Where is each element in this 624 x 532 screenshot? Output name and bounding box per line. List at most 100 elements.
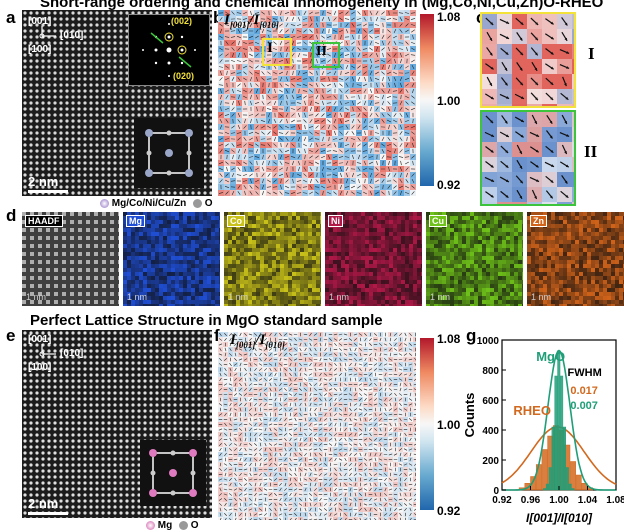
eds-pixel [393,272,397,276]
eds-pixel [199,236,203,240]
eds-pixel [30,236,34,240]
eds-pixel [224,236,228,240]
eds-pixel [240,244,244,248]
eds-pixel [341,220,345,224]
displacement-arrow [345,89,349,93]
displacement-arrow [272,18,278,20]
eds-pixel [337,244,341,248]
eds-pixel [337,296,341,300]
eds-pixel [106,248,110,252]
eds-pixel [482,240,486,244]
zoom-arrow-head [505,194,509,198]
eds-pixel [284,232,288,236]
eds-pixel [123,300,127,304]
eds-pixel [353,212,357,216]
eds-pixel [151,224,155,228]
displacement-arrow [254,156,260,158]
eds-pixel [446,212,450,216]
displacement-arrow [315,161,319,165]
eds-pixel [50,276,54,280]
displacement-arrow [273,179,277,183]
displacement-arrow [405,101,409,105]
eds-pixel [417,304,421,306]
eds-pixel [66,296,70,300]
eds-pixel [454,240,458,244]
displacement-arrow [394,106,396,112]
displacement-arrow [382,40,384,46]
eds-pixel [70,256,74,260]
zoom-arrow-head [489,37,493,41]
eds-pixel [163,212,167,216]
eds-pixel [199,280,203,284]
eds-pixel [361,220,365,224]
eds-pixel [211,252,215,256]
eds-pixel [276,304,280,306]
eds-pixel [333,284,337,288]
eds-pixel [38,248,42,252]
eds-pixel [389,232,393,236]
eds-pixel [304,264,308,268]
displacement-arrow [236,35,242,39]
zoom-arrow-head [534,67,538,71]
eds-pixel [211,216,215,220]
eds-pixel [377,296,381,300]
eds-pixel [207,240,211,244]
displacement-arrow [327,179,331,183]
displacement-arrow [405,23,409,27]
displacement-arrow [243,52,247,58]
eds-pixel [417,276,421,280]
eds-pixel [506,228,510,232]
eds-pixel [381,260,385,264]
eds-pixel [139,288,143,292]
zoom-cell [527,104,542,106]
eds-pixel [102,240,106,244]
eds-pixel [106,276,110,280]
eds-pixel [110,224,114,228]
eds-pixel [405,300,409,304]
eds-pixel [30,252,34,256]
eds-pixel [151,292,155,296]
eds-pixel [199,288,203,292]
eds-pixel [333,240,337,244]
eds-pixel [42,256,46,260]
eds-pixel [26,252,30,256]
displacement-arrow [260,36,266,38]
eds-pixel [102,216,106,220]
eds-pixel [252,236,256,240]
displacement-arrow [411,101,415,105]
eds-pixel [123,228,127,232]
displacement-arrow [404,191,410,195]
zoom-cell [497,202,512,204]
eds-pixel [175,276,179,280]
eds-pixel [426,232,430,236]
eds-pixel [118,288,119,292]
eds-pixel [159,240,163,244]
eds-pixel [357,280,361,284]
eds-pixel [405,256,409,260]
eds-pixel [478,228,482,232]
eds-pixel [155,252,159,256]
eds-pixel [365,296,369,300]
displacement-arrow [326,150,332,152]
eds-pixel [373,280,377,284]
eds-pixel [123,272,127,276]
eds-pixel [78,272,82,276]
eds-pixel [139,260,143,264]
eds-pixel [66,224,70,228]
eds-pixel [50,232,54,236]
eds-pixel [232,236,236,240]
eds-pixel [349,276,353,280]
displacement-arrow [400,160,402,166]
eds-pixel [74,224,78,228]
eds-pixel [211,284,215,288]
displacement-arrow [254,41,260,45]
eds-pixel [26,232,30,236]
eds-pixel [252,268,256,272]
displacement-arrow [332,138,338,140]
eds-pixel [74,256,78,260]
eds-pixel [385,252,389,256]
eds-pixel [300,220,304,224]
eds-pixel [393,252,397,256]
eds-pixel [102,288,106,292]
eds-pixel [389,216,393,220]
